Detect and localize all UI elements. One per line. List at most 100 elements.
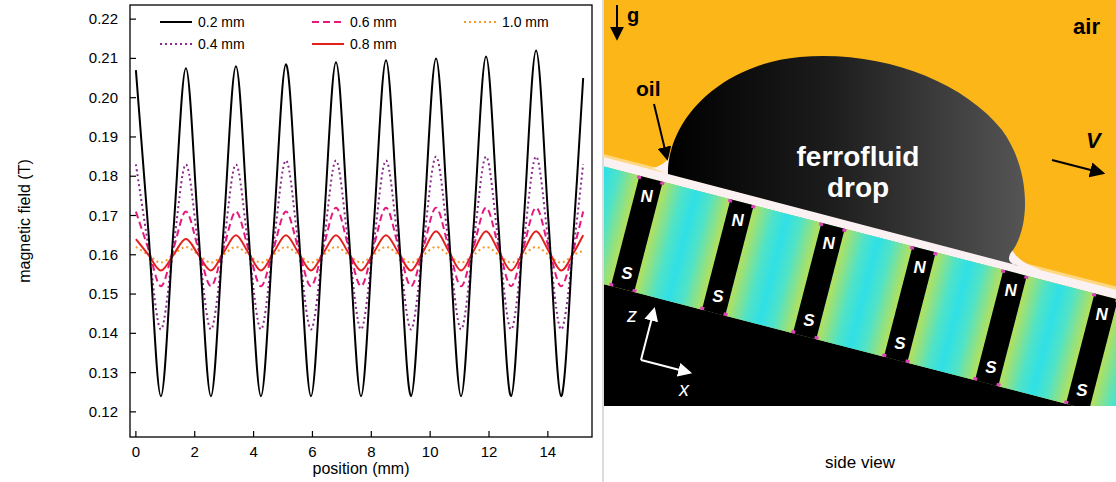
y-tick-label: 0.20 [89,89,118,106]
magnet-corner [996,383,1001,387]
legend-label: 1.0 mm [502,14,549,30]
field-block [816,229,912,357]
legend: 0.2 mm 0.4 mm 0.6 mm 0.8 mm 1.0 mm [160,14,549,52]
series-line [136,208,583,287]
y-tick-label: 0.15 [89,285,118,302]
magnet-corner [637,175,642,179]
legend-swatch [312,43,344,45]
series-line [136,51,583,397]
chart: 0.120.130.140.150.160.170.180.190.200.21… [16,5,592,477]
x-tick-label: 6 [308,443,316,460]
magnet [1066,293,1116,406]
y-tick-label: 0.12 [89,403,118,420]
x-tick [253,431,254,437]
x-tick-label: 8 [367,443,375,460]
y-tick [130,293,136,294]
caption: side view [825,453,896,472]
y-tick [130,411,136,412]
magnet [975,270,1027,386]
air-label: air [1073,14,1100,39]
field-block [998,276,1094,404]
x-axis-title: position (mm) [313,460,410,477]
x-arrow [641,360,689,373]
x-tick [430,431,431,437]
y-tick [130,136,136,137]
magnet [793,223,845,339]
x-tick-label: 0 [132,443,140,460]
pole-label: S [621,264,633,283]
magnet-corner [1092,293,1097,297]
y-tick [130,58,136,59]
y-tick-label: 0.19 [89,128,118,145]
x-tick [488,431,489,437]
series-group [136,51,583,397]
y-tick-label: 0.16 [89,246,118,263]
legend-label: 0.2 mm [198,14,245,30]
magnet-corner [660,181,665,185]
gravity-arrow [616,5,618,38]
legend-swatch [464,21,496,23]
magnet-corner [1001,269,1006,273]
y-tick-label: 0.21 [89,49,118,66]
figure: 0.120.130.140.150.160.170.180.190.200.21… [0,0,1116,482]
magnet [884,246,936,362]
y-axis-title: magnetic field (T) [16,159,33,283]
y-tick [130,176,136,177]
pole-label: S [712,287,724,306]
y-tick-label: 0.17 [89,207,118,224]
pole-label: N [640,187,653,206]
magnet-corner [1115,299,1116,303]
ferrofluid-drop [668,56,1025,266]
magnet-corner [700,306,705,310]
gravity-label: g [627,4,639,26]
legend-swatch [160,21,192,23]
legend-swatch [160,43,192,45]
drop-label: drop [827,172,889,203]
magnet-corner [791,330,796,334]
y-tick [130,372,136,373]
pole-label: N [731,211,744,230]
z-arrow [641,310,654,360]
legend-label: 0.4 mm [198,36,245,52]
oil-label: oil [636,77,661,100]
pole-label: S [985,358,997,377]
magnet-corner [632,289,637,293]
x-tick-label: 14 [540,443,557,460]
magnet-corner [1064,400,1069,404]
magnet-corner [973,377,978,381]
y-tick-label: 0.14 [89,324,118,341]
pole-label: S [894,334,906,353]
x-tick [312,431,313,437]
pole-label: N [913,258,926,277]
magnet-corner [905,359,910,363]
x-tick [194,431,195,437]
field-block [634,182,730,310]
x-tick-label: 2 [191,443,199,460]
magnet-corner [1024,275,1029,279]
x-label: x [678,378,690,400]
pole-label: S [803,311,815,330]
y-tick [130,19,136,20]
magnet-corner [609,283,614,287]
field-block [725,205,821,333]
y-tick-label: 0.22 [89,10,118,27]
magnet [702,199,754,315]
legend-label: 0.8 mm [350,36,397,52]
pole-label: S [1076,381,1088,400]
y-tick [130,254,136,255]
pole-label: N [1095,305,1108,324]
magnet-corner [933,252,938,256]
magnet-corner [728,199,733,203]
pole-label: N [822,234,835,253]
magnet-corner [842,228,847,232]
magnet-corner [882,353,887,357]
magnet-corner [723,312,728,316]
magnet-corner [910,246,915,250]
magnet-corner [814,336,819,340]
x-tick [547,431,548,437]
y-tick-label: 0.18 [89,167,118,184]
plot-frame [130,5,592,437]
field-block [907,252,1003,380]
x-tick-label: 4 [249,443,257,460]
legend-label: 0.6 mm [350,14,397,30]
